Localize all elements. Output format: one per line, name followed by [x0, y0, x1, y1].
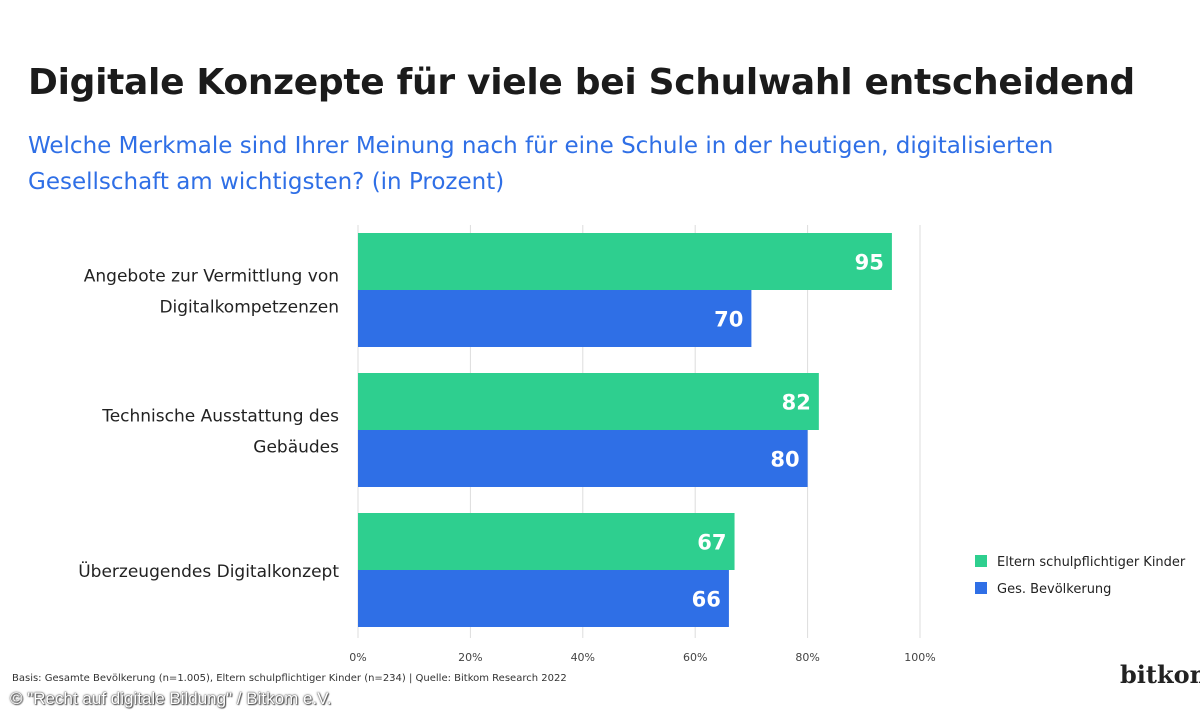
bar-value-label: 95	[855, 251, 884, 275]
category-label: Technische Ausstattung des	[101, 407, 339, 427]
bar-chart: 0% 20% 40% 60% 80% 100% 95 70 Angebote zur Vermi…	[78, 225, 1186, 664]
legend-swatch	[975, 555, 987, 567]
category-label: Digitalkompetzenzen	[159, 298, 339, 318]
legend-swatch	[975, 582, 987, 594]
x-tick-label: 40%	[571, 651, 595, 664]
legend-label: Ges. Bevölkerung	[997, 582, 1111, 597]
chart-title: Digitale Konzepte für viele bei Schulwah…	[28, 62, 1135, 103]
bitkom-logo: bitkom	[1120, 660, 1200, 689]
chart-subtitle: Welche Merkmale sind Ihrer Meinung nach …	[28, 133, 1054, 195]
x-tick-label: 60%	[683, 651, 707, 664]
bar	[358, 570, 729, 627]
bar-value-label: 82	[782, 391, 811, 415]
x-tick-label: 20%	[458, 651, 482, 664]
legend-label: Eltern schulpflichtiger Kinder	[997, 555, 1186, 570]
bar	[358, 233, 892, 290]
footnote: Basis: Gesamte Bevölkerung (n=1.005), El…	[12, 673, 567, 684]
bar	[358, 430, 808, 487]
bar	[358, 373, 819, 430]
x-tick-label: 0%	[349, 651, 366, 664]
bar-value-label: 80	[770, 448, 799, 472]
copyright-notice: © "Recht auf digitale Bildung" / Bitkom …	[10, 689, 332, 708]
bar-value-label: 67	[697, 531, 726, 555]
x-tick-label: 80%	[795, 651, 819, 664]
category-label: Gebäudes	[253, 438, 339, 458]
category-label: Angebote zur Vermittlung von	[84, 267, 339, 287]
x-tick-label: 100%	[904, 651, 935, 664]
bar	[358, 290, 752, 347]
bar-value-label: 70	[714, 308, 743, 332]
bar	[358, 513, 735, 570]
bar-value-label: 66	[692, 588, 721, 612]
category-label: Überzeugendes Digitalkonzept	[78, 560, 339, 582]
